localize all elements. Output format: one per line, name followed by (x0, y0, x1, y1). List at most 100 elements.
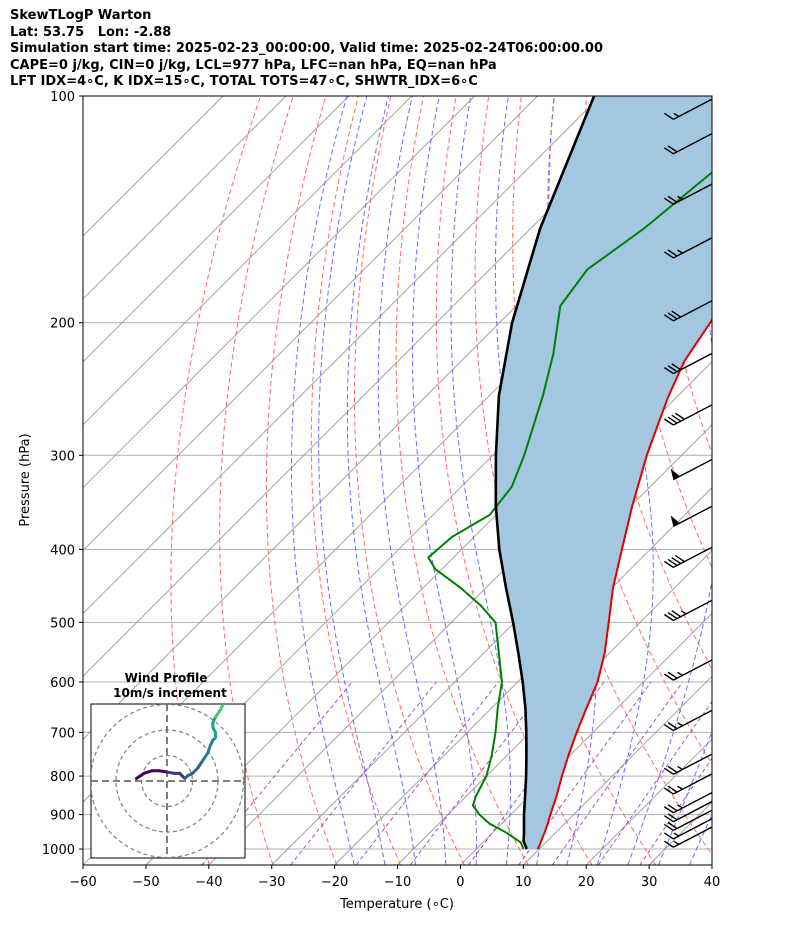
hodograph-subtitle: 10m/s increment (113, 686, 227, 700)
hodograph-trace (223, 664, 226, 669)
wind-barb (663, 599, 712, 622)
isotherm (522, 675, 712, 865)
x-tick-label: −10 (384, 875, 411, 890)
x-tick-label: −60 (69, 875, 96, 890)
cin-shading (495, 96, 712, 849)
wind-barb (663, 404, 712, 426)
x-tick-label: −20 (321, 875, 348, 890)
wind-barb (663, 546, 712, 568)
wind-barb (663, 300, 712, 322)
dry-adiabat (749, 96, 794, 865)
wind-barb (663, 753, 712, 775)
x-tick-label: 30 (641, 875, 658, 890)
mixing-ratio-line (551, 681, 683, 865)
isotherm (83, 96, 538, 552)
y-tick-label: 500 (50, 616, 75, 631)
y-tick-label: 300 (50, 449, 75, 464)
y-tick-label: 400 (50, 543, 75, 558)
moist-adiabat (627, 96, 712, 865)
hodograph-title: Wind Profile (125, 671, 208, 685)
dry-adiabat (435, 96, 593, 865)
mixing-ratio-line (410, 681, 550, 865)
wind-barb (663, 791, 712, 814)
wind-barb (663, 809, 712, 832)
dry-adiabat (353, 96, 465, 865)
moist-adiabat (658, 730, 712, 865)
dry-adiabat (219, 96, 294, 865)
wind-barb (663, 773, 712, 795)
wind-barb (663, 709, 712, 732)
isotherm (334, 486, 712, 865)
isotherm (83, 96, 601, 615)
mixing-ratio-line (468, 681, 605, 865)
dry-adiabat (782, 96, 794, 865)
isotherm (83, 96, 287, 300)
wind-barb (663, 818, 712, 840)
dry-adiabat (548, 96, 712, 765)
moist-adiabat (377, 96, 447, 865)
background-lines (83, 96, 794, 865)
wind-barb (663, 659, 712, 681)
temperature-line (536, 318, 712, 850)
moist-adiabat (346, 96, 416, 865)
axis-ticks: −60 −50 −40 −30 −20 −10 0 10 20 30 40 100 200 300 400 5… (42, 90, 720, 890)
isotherm (83, 96, 224, 237)
parcel-line (494, 96, 596, 850)
wind-barb (663, 826, 712, 848)
title-line: SkewTLogP Warton (10, 8, 152, 23)
moist-adiabat (291, 96, 355, 865)
wind-barb (663, 800, 712, 823)
wind-barb (663, 98, 712, 120)
hodograph-trace (218, 674, 221, 679)
title-line: CAPE=0 j/kg, CIN=0 j/kg, LCL=977 hPa, LF… (10, 57, 497, 73)
y-tick-label: 800 (50, 770, 75, 785)
moist-adiabat (318, 96, 386, 865)
dry-adiabat (310, 96, 402, 865)
mixing-ratio-line (598, 700, 712, 865)
wind-barb (663, 183, 712, 205)
x-tick-label: 10 (515, 875, 532, 890)
title-block: SkewTLogP Warton Lat: 53.75 Lon: -2.88 S… (10, 8, 603, 91)
y-axis-label: Pressure (hPa) (18, 433, 33, 526)
dry-adiabat (717, 96, 794, 865)
wind-barb (663, 352, 712, 375)
isotherm (271, 424, 712, 865)
y-tick-label: 1000 (42, 843, 75, 858)
title-line: Lat: 53.75 Lon: -2.88 (10, 24, 172, 40)
title-line: Simulation start time: 2025-02-23_00:00:… (10, 41, 603, 56)
x-tick-label: −30 (258, 875, 285, 890)
x-axis-label: Temperature (∘C) (339, 897, 454, 912)
hodograph-trace (196, 759, 205, 770)
wind-barb (670, 505, 712, 528)
dry-adiabat (512, 96, 712, 856)
mixing-ratio-line (290, 681, 437, 865)
y-tick-label: 600 (50, 676, 75, 691)
wind-barb (663, 237, 712, 259)
hodograph-trace (221, 669, 224, 674)
isotherm (83, 96, 664, 677)
wind-barb (663, 133, 712, 155)
hodograph-trace (213, 708, 223, 719)
mixing-ratio-line (639, 757, 712, 865)
x-tick-label: 0 (456, 875, 464, 890)
isotherm (711, 864, 712, 865)
title-line: LFT IDX=4∘C, K IDX=15∘C, TOTAL TOTS=47∘C… (10, 74, 478, 89)
y-tick-label: 200 (50, 317, 75, 332)
isotherm (83, 96, 413, 426)
isotherm (83, 96, 475, 489)
mixing-ratio-line (355, 681, 499, 865)
x-tick-label: 40 (704, 875, 721, 890)
x-tick-label: 20 (578, 875, 595, 890)
dry-adiabat (170, 96, 262, 865)
dry-adiabat (265, 96, 338, 865)
y-tick-label: 700 (50, 726, 75, 741)
hodograph-trace (134, 771, 146, 780)
moist-adiabat (720, 96, 794, 865)
wind-barb (670, 458, 712, 481)
isotherm (460, 612, 712, 865)
x-tick-label: −50 (132, 875, 159, 890)
dewpoint-line (427, 171, 712, 850)
y-tick-label: 900 (50, 809, 75, 824)
